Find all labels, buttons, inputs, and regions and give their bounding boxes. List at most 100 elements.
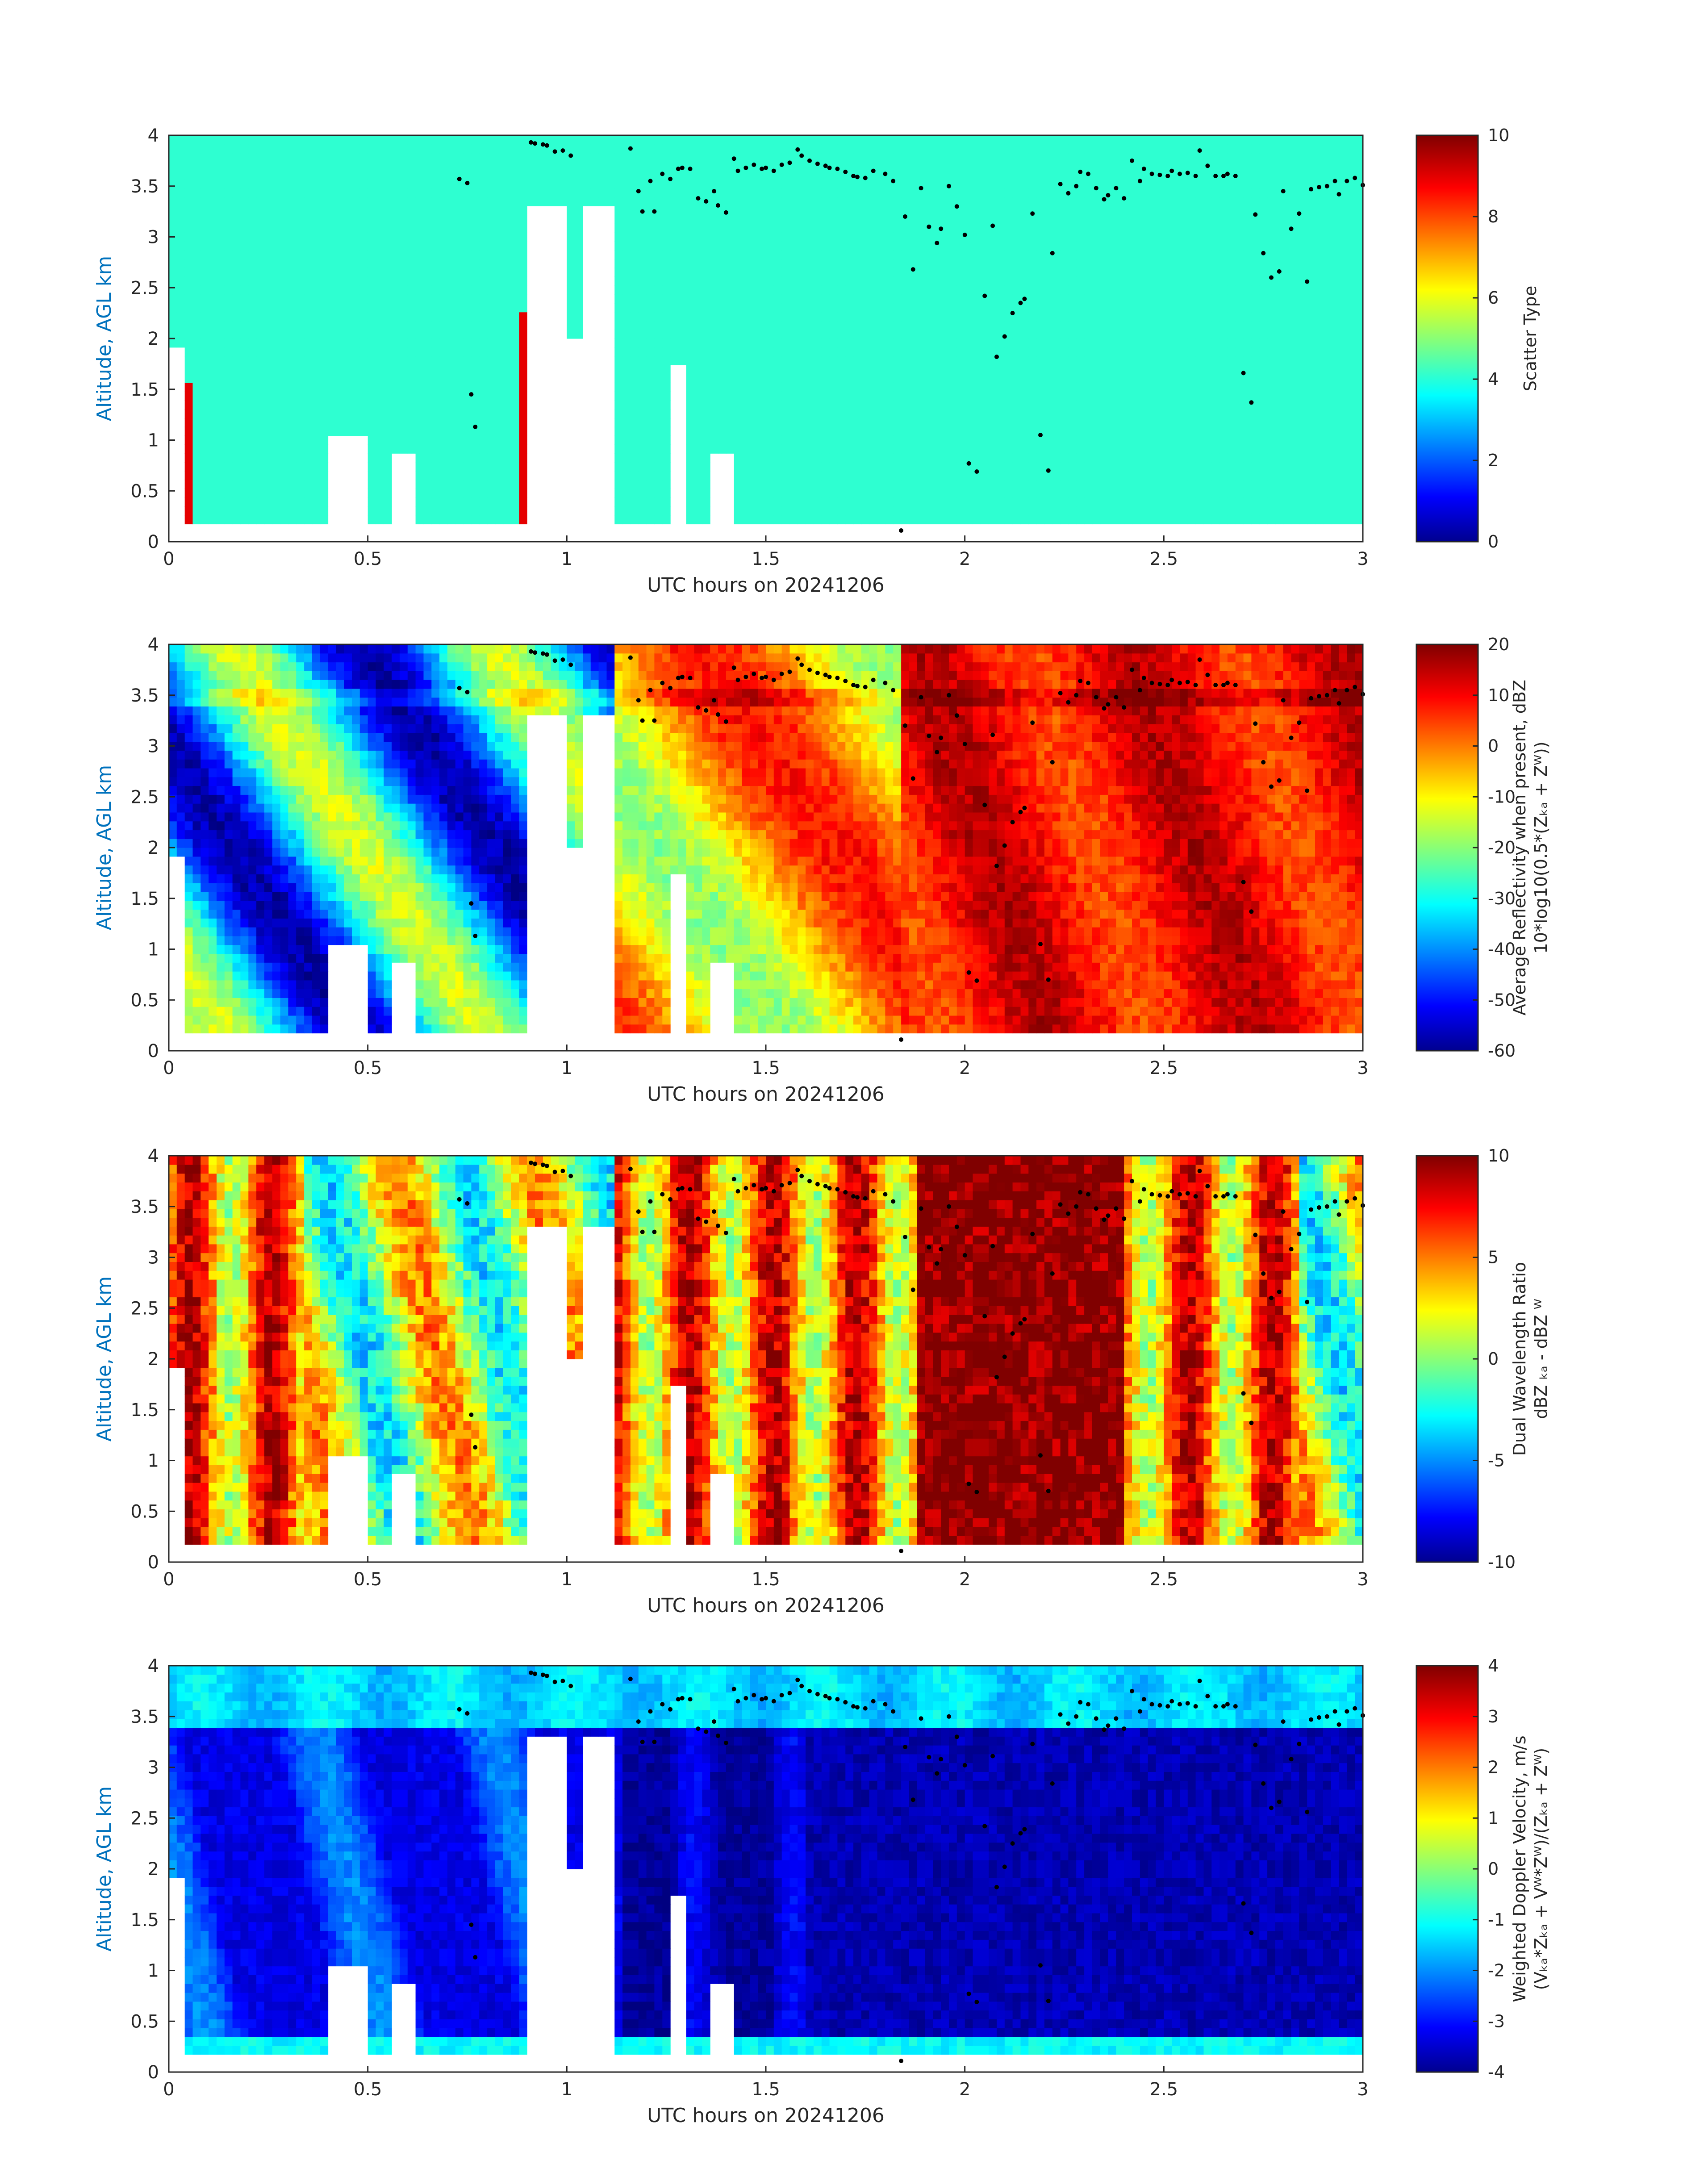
heatmap-cell xyxy=(766,444,774,453)
heatmap-cell xyxy=(169,188,177,197)
heatmap-cell xyxy=(543,180,551,188)
heatmap-cell xyxy=(312,480,320,489)
heatmap-cell xyxy=(798,171,806,180)
heatmap-cell xyxy=(997,506,1005,515)
heatmap-cell xyxy=(439,241,447,250)
heatmap-cell xyxy=(973,383,981,392)
heatmap-cell xyxy=(639,144,647,153)
heatmap-cell xyxy=(830,285,838,294)
heatmap-cell xyxy=(837,188,845,197)
heatmap-cell xyxy=(471,241,479,250)
heatmap-cell xyxy=(336,197,344,206)
heatmap-cell xyxy=(774,471,782,480)
heatmap-cell xyxy=(1140,392,1148,401)
heatmap-cell xyxy=(1124,144,1132,153)
heatmap-cell xyxy=(264,144,272,153)
heatmap-cell xyxy=(917,233,925,242)
heatmap-cell xyxy=(670,312,678,321)
heatmap-cell xyxy=(1116,392,1124,401)
heatmap-cell xyxy=(193,515,201,524)
heatmap-cell xyxy=(177,330,185,338)
heatmap-cell xyxy=(726,171,734,180)
heatmap-cell xyxy=(750,259,758,268)
heatmap-cell xyxy=(272,135,280,144)
heatmap-cell xyxy=(177,206,185,215)
heatmap-cell xyxy=(209,471,217,480)
heatmap-cell xyxy=(885,444,893,453)
heatmap-cell xyxy=(336,427,344,436)
heatmap-cell xyxy=(479,233,487,242)
heatmap-cell xyxy=(320,427,328,436)
heatmap-cell xyxy=(200,462,209,471)
heatmap-cell xyxy=(845,356,853,365)
heatmap-cell xyxy=(439,392,447,401)
heatmap-cell xyxy=(742,144,750,153)
heatmap-cell xyxy=(352,401,360,409)
heatmap-cell xyxy=(830,206,838,215)
heatmap-cell xyxy=(431,365,439,374)
heatmap-cell xyxy=(416,471,424,480)
heatmap-cell xyxy=(1061,224,1069,233)
heatmap-cell xyxy=(678,268,686,277)
heatmap-cell xyxy=(622,321,631,330)
heatmap-cell xyxy=(479,374,487,383)
heatmap-cell xyxy=(734,427,742,436)
heatmap-cell xyxy=(1092,285,1100,294)
heatmap-cell xyxy=(408,285,416,294)
heatmap-cell xyxy=(742,321,750,330)
heatmap-cell xyxy=(1028,312,1036,321)
heatmap-cell xyxy=(647,224,655,233)
heatmap-cell xyxy=(535,188,543,197)
heatmap-cell xyxy=(718,268,726,277)
heatmap-cell xyxy=(416,144,424,153)
heatmap-cell xyxy=(1028,144,1036,153)
heatmap-cell xyxy=(479,180,487,188)
heatmap-cell xyxy=(511,418,519,427)
heatmap-cell xyxy=(503,480,511,489)
heatmap-cell xyxy=(400,180,408,188)
heatmap-cell xyxy=(782,401,790,409)
heatmap-cell xyxy=(1124,206,1132,215)
heatmap-cell xyxy=(1124,401,1132,409)
heatmap-cell xyxy=(280,241,288,250)
heatmap-cell xyxy=(384,383,392,392)
heatmap-cell xyxy=(376,241,384,250)
heatmap-cell xyxy=(455,515,464,524)
heatmap-cell xyxy=(368,480,376,489)
heatmap-cell xyxy=(758,215,766,224)
heatmap-cell xyxy=(622,303,631,312)
heatmap-cell xyxy=(822,294,830,303)
heatmap-cell xyxy=(614,224,622,233)
heatmap-cell xyxy=(535,153,543,162)
heatmap-cell xyxy=(885,471,893,480)
heatmap-cell xyxy=(1156,303,1164,312)
heatmap-cell xyxy=(814,153,822,162)
heatmap-cell xyxy=(1084,153,1092,162)
heatmap-cell xyxy=(989,453,997,462)
heatmap-cell xyxy=(654,303,662,312)
heatmap-cell xyxy=(1005,224,1013,233)
heatmap-cell xyxy=(830,171,838,180)
heatmap-cell xyxy=(288,506,296,515)
heatmap-cell xyxy=(678,153,686,162)
heatmap-cell xyxy=(941,365,949,374)
heatmap-cell xyxy=(790,383,798,392)
heatmap-cell xyxy=(622,285,631,294)
heatmap-cell xyxy=(806,515,814,524)
heatmap-cell xyxy=(296,224,304,233)
heatmap-cell xyxy=(503,224,511,233)
heatmap-cell xyxy=(256,268,264,277)
heatmap-cell xyxy=(981,153,989,162)
heatmap-cell xyxy=(893,321,901,330)
heatmap-cell xyxy=(479,259,487,268)
heatmap-cell xyxy=(758,171,766,180)
heatmap-cell xyxy=(885,506,893,515)
heatmap-cell xyxy=(360,180,368,188)
heatmap-cell xyxy=(185,392,193,401)
heatmap-cell xyxy=(845,303,853,312)
heatmap-cell xyxy=(360,268,368,277)
heatmap-cell xyxy=(312,162,320,171)
heatmap-cell xyxy=(344,135,352,144)
heatmap-cell xyxy=(830,303,838,312)
heatmap-cell xyxy=(750,153,758,162)
